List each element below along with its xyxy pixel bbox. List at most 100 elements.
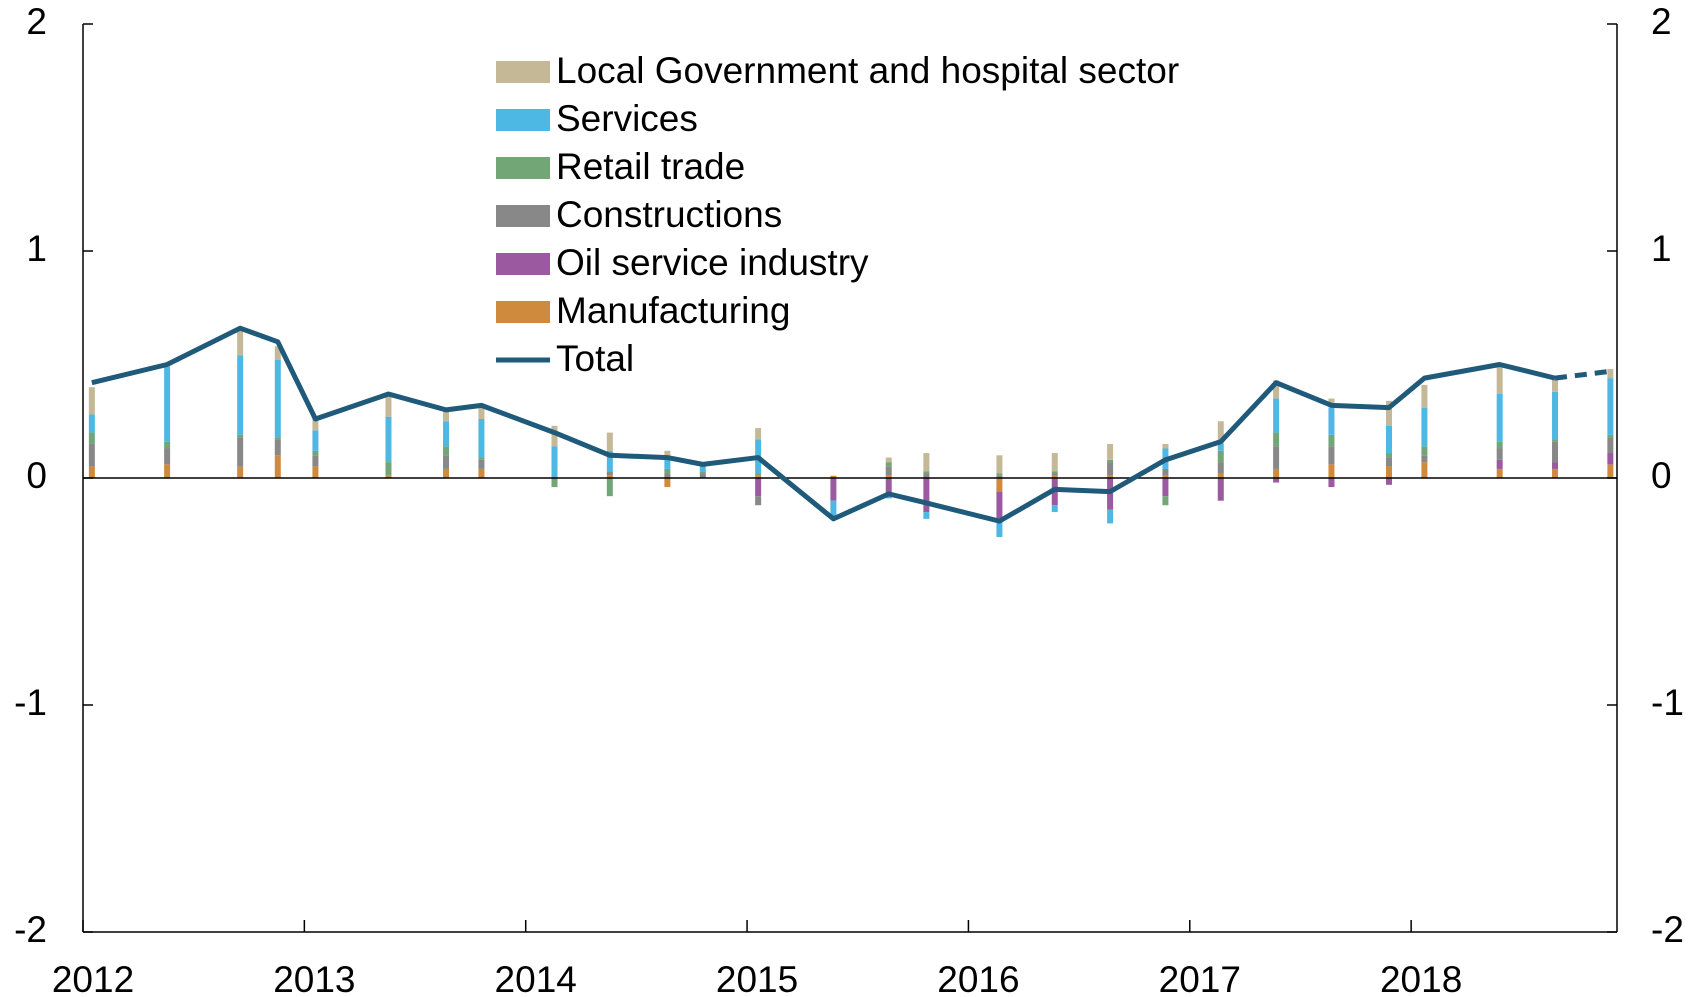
bar-segment — [996, 475, 1003, 478]
legend-swatch — [496, 109, 550, 131]
bar-segment — [1607, 464, 1614, 478]
bar-segment — [312, 455, 319, 467]
bar-segment — [1552, 378, 1559, 392]
bar-segment — [885, 466, 892, 476]
bar-segment — [699, 471, 706, 474]
bar-segment — [1386, 457, 1393, 467]
bar-segment — [664, 473, 671, 478]
bar-segment — [755, 496, 762, 506]
legend-label: Local Government and hospital sector — [556, 50, 1179, 91]
bar-segment — [237, 466, 244, 478]
bar-segment — [699, 473, 706, 478]
bar-segment — [755, 428, 762, 440]
bar-segment — [1607, 378, 1614, 435]
total-line — [91, 325, 1556, 524]
bar-segment — [443, 421, 450, 447]
total-line-dashed — [1554, 368, 1611, 381]
bar-segment — [885, 457, 892, 463]
legend-swatch — [496, 61, 550, 83]
bar-segment — [1386, 478, 1393, 485]
bar-segment — [1107, 443, 1114, 460]
y-tick-label: -1 — [14, 682, 47, 723]
bar-segment — [274, 437, 281, 440]
bar-segment — [1051, 473, 1058, 476]
bar-segment — [755, 478, 762, 497]
bar-segment — [1273, 380, 1280, 399]
bar-segment — [606, 471, 613, 476]
bar-segment — [1328, 407, 1335, 435]
bar-segment — [478, 468, 485, 478]
bar-segment — [1217, 478, 1224, 501]
y-tick-label: 0 — [26, 455, 47, 496]
bar-segment — [312, 466, 319, 478]
x-tick-label: 2017 — [1159, 959, 1241, 997]
legend-swatch — [496, 157, 550, 179]
y2-tick-label: -2 — [1651, 909, 1684, 950]
bar-segment — [385, 396, 392, 417]
bar-segment — [443, 446, 450, 456]
bar-segment — [664, 459, 671, 469]
bar-segment — [885, 462, 892, 467]
bar-segment — [1328, 434, 1335, 447]
bar-segment — [1496, 468, 1503, 478]
bar-segment — [1273, 478, 1280, 483]
legend-label: Constructions — [556, 194, 782, 235]
bar-segment — [274, 455, 281, 478]
bar-segment — [385, 416, 392, 463]
bar-segment — [996, 478, 1003, 492]
y-tick-label: -2 — [14, 909, 47, 950]
bar-segment — [1162, 496, 1169, 506]
bar-segment — [755, 475, 762, 478]
bar-segment — [1162, 468, 1169, 476]
y2-tick-label: 0 — [1651, 455, 1672, 496]
bar-segment — [164, 448, 171, 465]
bar-segment — [606, 432, 613, 451]
bar-segment — [1107, 509, 1114, 524]
bar-segment — [1552, 439, 1559, 442]
bar-segment — [164, 366, 171, 442]
bar-segment — [312, 450, 319, 456]
bar-segment — [885, 475, 892, 478]
bar-segment — [164, 441, 171, 449]
bar-segment — [923, 478, 930, 513]
bar-segment — [1386, 466, 1393, 478]
bar-segment — [1051, 453, 1058, 472]
bar-segment — [1386, 400, 1393, 426]
bar-segment — [923, 512, 930, 519]
bar-segment — [923, 473, 930, 478]
bar-segment — [923, 471, 930, 474]
bar-segment — [996, 518, 1003, 538]
bar-segment — [1051, 475, 1058, 478]
bar-segment — [1386, 453, 1393, 458]
bar-segment — [1273, 446, 1280, 469]
bar-segment — [1421, 455, 1428, 463]
y-tick-label: 1 — [26, 228, 47, 269]
legend-label: Manufacturing — [556, 290, 790, 331]
bar-segment — [1552, 462, 1559, 469]
bar-segment — [1421, 462, 1428, 478]
y-tick-label: 2 — [26, 1, 47, 42]
bar-segment — [1496, 394, 1503, 442]
y2-tick-label: 1 — [1651, 228, 1672, 269]
bar-segment — [1051, 505, 1058, 513]
bar-segment — [1051, 471, 1058, 474]
bar-segment — [237, 437, 244, 467]
legend-label: Services — [556, 98, 698, 139]
bar-segment — [830, 500, 837, 519]
bar-segment — [478, 457, 485, 460]
bar-segment — [996, 473, 1003, 476]
bar-segment — [1421, 446, 1428, 456]
legend-label: Total — [556, 338, 634, 379]
legend-swatch — [496, 253, 550, 275]
x-tick-label: 2015 — [716, 959, 798, 997]
bar-segment — [1107, 462, 1114, 476]
bar-segment — [385, 462, 392, 476]
bar-segment — [274, 346, 281, 360]
bar-segment — [1607, 434, 1614, 438]
bar-segment — [443, 409, 450, 422]
bar-segment — [606, 450, 613, 472]
bar-segment — [1607, 369, 1614, 379]
bar-segment — [664, 478, 671, 488]
bar-segment — [699, 464, 706, 472]
